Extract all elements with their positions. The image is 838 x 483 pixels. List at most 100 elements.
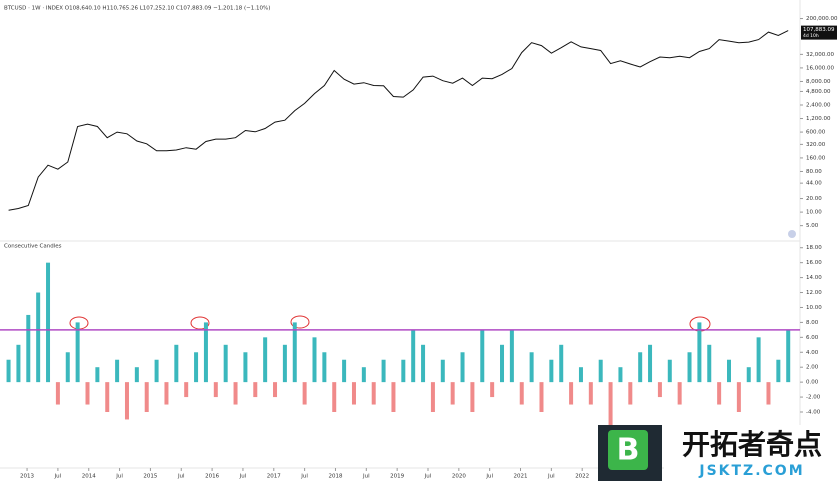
- bar: [746, 367, 751, 383]
- watermark-title: 开拓者奇点: [682, 428, 822, 461]
- bar: [608, 382, 613, 427]
- bar: [648, 344, 653, 383]
- bar: [776, 359, 781, 383]
- annotation-circle: [190, 316, 210, 330]
- bar: [144, 382, 149, 412]
- x-tick-label: 2013: [20, 474, 34, 480]
- bar: [529, 352, 534, 383]
- bar: [569, 382, 574, 405]
- x-tick-label: 2018: [328, 474, 342, 480]
- bar: [578, 367, 583, 383]
- bar: [194, 352, 199, 383]
- bar: [263, 337, 268, 383]
- x-tick-label: 2015: [143, 474, 157, 480]
- y-tick-label: 4.00: [806, 350, 819, 356]
- watermark: B 开拓者奇点 JSKTZ.COM: [598, 425, 838, 483]
- x-tick-label: 2014: [82, 474, 96, 480]
- x-tick-label: Jul: [362, 474, 370, 480]
- y-tick-label: 2,400.00: [806, 102, 831, 108]
- bar: [371, 382, 376, 405]
- x-tick-label: Jul: [485, 474, 493, 480]
- y-tick-label: 5.00: [806, 223, 819, 229]
- bar: [322, 352, 327, 383]
- bar: [154, 359, 159, 383]
- bar: [134, 367, 139, 383]
- bar: [6, 359, 11, 383]
- logo-letter: B: [617, 433, 640, 468]
- bar: [509, 329, 514, 383]
- watermark-bg: [664, 425, 838, 483]
- bar: [85, 382, 90, 405]
- bar: [351, 382, 356, 405]
- y-tick-label: 16.00: [806, 260, 822, 266]
- bar: [697, 322, 702, 383]
- indicator-title: Consecutive Candles: [4, 244, 62, 250]
- bar: [282, 344, 287, 383]
- bar: [16, 344, 21, 383]
- bar: [786, 329, 791, 383]
- bar: [667, 359, 672, 383]
- bar: [657, 382, 662, 398]
- bar: [687, 352, 692, 383]
- bar: [727, 359, 731, 383]
- bar: [184, 382, 189, 398]
- bar: [361, 367, 366, 383]
- bar: [332, 382, 337, 412]
- countdown: 4d 10h: [803, 33, 819, 39]
- bar: [470, 382, 475, 412]
- bar: [628, 382, 633, 405]
- bar: [677, 382, 682, 405]
- y-tick-label: 4,800.00: [806, 89, 831, 95]
- bar: [450, 382, 455, 405]
- bar: [253, 382, 258, 398]
- y-tick-label: 160.00: [806, 155, 826, 161]
- bar: [65, 352, 70, 383]
- y-tick-label: 0.00: [806, 380, 819, 386]
- y-tick-label: 80.00: [806, 169, 822, 175]
- bar: [243, 352, 248, 383]
- flag-icon: [788, 230, 796, 238]
- bar: [213, 382, 218, 398]
- bar: [421, 344, 426, 383]
- bar: [440, 359, 445, 383]
- bar: [717, 382, 722, 405]
- bar: [95, 367, 100, 383]
- bar: [756, 337, 761, 383]
- bar: [618, 367, 623, 383]
- y-tick-label: -2.00: [806, 395, 821, 401]
- bar: [598, 359, 603, 383]
- y-tick-label: 10.00: [806, 210, 822, 216]
- bar: [588, 382, 593, 405]
- bar: [26, 314, 31, 383]
- x-tick-label: 2019: [390, 474, 404, 480]
- bar: [164, 382, 169, 405]
- bar: [401, 359, 406, 383]
- bar: [312, 337, 317, 383]
- bar: [46, 262, 51, 383]
- x-tick-label: Jul: [300, 474, 308, 480]
- y-tick-label: 12.00: [806, 290, 822, 296]
- y-tick-label: 1,200.00: [806, 116, 831, 122]
- bar: [273, 382, 278, 398]
- watermark-site: JSKTZ.COM: [698, 463, 804, 479]
- bar: [105, 382, 110, 412]
- y-tick-label: 16,000.00: [806, 65, 834, 71]
- bar: [559, 344, 564, 383]
- x-tick-label: Jul: [547, 474, 555, 480]
- bar: [490, 382, 495, 398]
- annotation-circle: [290, 315, 310, 329]
- bar: [233, 382, 238, 405]
- y-tick-label: 320.00: [806, 142, 826, 148]
- x-tick-label: Jul: [424, 474, 432, 480]
- bar: [766, 382, 771, 405]
- price-line: [8, 30, 789, 211]
- bar: [736, 382, 741, 412]
- bar: [115, 359, 120, 383]
- bar: [707, 344, 712, 383]
- bar: [55, 382, 60, 405]
- bar: [223, 344, 228, 383]
- bar: [302, 382, 307, 405]
- x-tick-label: Jul: [54, 474, 62, 480]
- y-tick-label: 600.00: [806, 130, 826, 136]
